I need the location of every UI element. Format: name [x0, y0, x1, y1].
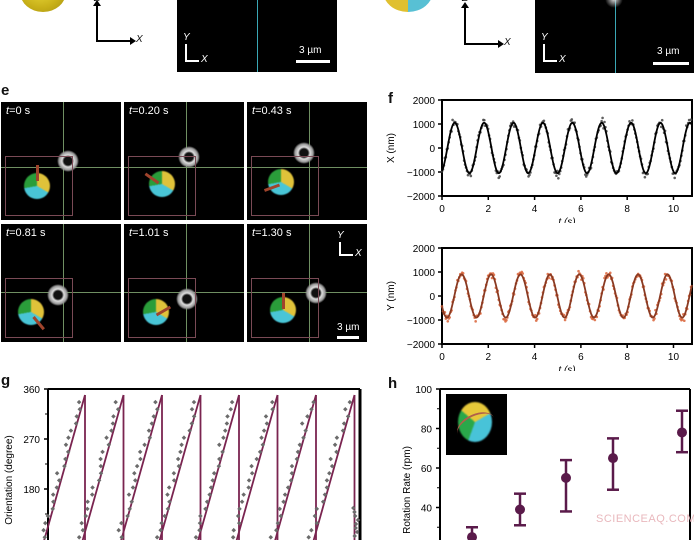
svg-text:4: 4 [532, 352, 538, 363]
svg-text:2000: 2000 [413, 244, 436, 255]
scale-bar [653, 62, 689, 65]
x-axis-label: X [504, 37, 511, 48]
panel-letter-g: g [1, 372, 11, 389]
svg-text:0: 0 [429, 292, 435, 303]
sphere-yellow [20, 0, 66, 12]
frame-0: t=0 s [1, 102, 121, 220]
scale-bar-label: 3 µm [337, 322, 360, 333]
svg-text:8: 8 [624, 204, 630, 215]
orientation-inset [128, 156, 196, 216]
particle-ring [293, 142, 315, 164]
svg-text:6: 6 [578, 352, 584, 363]
x-axis-label: X [136, 34, 143, 45]
frame-2: t=0.43 s [247, 102, 367, 220]
svg-text:t (s): t (s) [558, 217, 575, 223]
orientation-arrow-icon [282, 293, 285, 309]
svg-text:Y (nm): Y (nm) [386, 281, 397, 311]
yx-axes: Y X [541, 32, 566, 65]
panel-letter-e: e [1, 82, 10, 99]
svg-text:−2000: −2000 [407, 192, 436, 203]
particle-ring [57, 150, 79, 172]
panel-letter-f: f [388, 90, 393, 107]
particle-ring [47, 284, 69, 306]
frame-5: t=1.30 s Y X 3 µm [247, 224, 367, 342]
orientation-inset [5, 156, 73, 216]
svg-text:360: 360 [23, 385, 40, 396]
svg-text:Orientation (degree): Orientation (degree) [4, 435, 15, 525]
orientation-arrow-icon [36, 165, 39, 181]
svg-text:0: 0 [429, 144, 435, 155]
watermark: SCIENCEAQ.COM [596, 513, 694, 525]
frame-3: t=0.81 s [1, 224, 121, 342]
svg-text:270: 270 [23, 435, 40, 446]
svg-text:2: 2 [486, 204, 492, 215]
svg-text:10: 10 [668, 352, 680, 363]
scale-bar [337, 336, 359, 339]
yx-axes: Y X [183, 32, 208, 65]
janus-inset-image [446, 394, 507, 455]
svg-text:2000: 2000 [413, 96, 436, 107]
z-axis-label: Z [462, 0, 468, 4]
orientation-inset [251, 156, 319, 216]
particle-ring [305, 282, 327, 304]
particle-ring [176, 288, 198, 310]
yx-axes: Y X [337, 230, 362, 259]
sphere-janus [383, 0, 433, 12]
svg-text:10: 10 [668, 204, 680, 215]
svg-text:0: 0 [439, 352, 445, 363]
svg-text:60: 60 [421, 464, 433, 475]
frame-1: t=0.20 s [124, 102, 244, 220]
svg-text:40: 40 [421, 504, 433, 515]
svg-text:1000: 1000 [413, 120, 436, 131]
z-axis-label: Z [94, 0, 100, 4]
svg-text:100: 100 [415, 385, 432, 396]
svg-text:80: 80 [421, 425, 433, 436]
svg-text:1000: 1000 [413, 268, 436, 279]
chart-orientation: 360 270 180 Orientation (degree) [4, 385, 362, 540]
particle-ring [178, 146, 200, 168]
frame-4: t=1.01 s [124, 224, 244, 342]
svg-text:t (s): t (s) [558, 365, 575, 371]
svg-text:0: 0 [439, 204, 445, 215]
scale-bar-label: 3 µm [657, 46, 680, 57]
chart-rotation-rate: 100 80 60 40 Rotation Rate (rpm) [402, 385, 691, 540]
svg-text:4: 4 [532, 204, 538, 215]
svg-text:X (nm): X (nm) [386, 133, 397, 163]
scale-bar-label: 3 µm [299, 45, 322, 56]
orientation-inset [128, 278, 196, 338]
svg-text:−1000: −1000 [407, 168, 436, 179]
axes-xz-right: Z X [461, 0, 524, 48]
orientation-inset [5, 278, 73, 338]
axes-xz-left: Z X [93, 0, 156, 46]
panel-letter-h: h [388, 375, 398, 392]
svg-text:−1000: −1000 [407, 316, 436, 327]
micrograph-top-left: Y X 3 µm [177, 0, 337, 72]
micrograph-top-right: Y X 3 µm [535, 0, 694, 73]
svg-text:180: 180 [23, 485, 40, 496]
svg-text:8: 8 [624, 352, 630, 363]
svg-text:Rotation Rate (rpm): Rotation Rate (rpm) [402, 446, 413, 534]
orientation-inset [251, 278, 319, 338]
svg-text:2: 2 [486, 352, 492, 363]
svg-text:6: 6 [578, 204, 584, 215]
scale-bar [296, 60, 330, 63]
svg-text:−2000: −2000 [407, 340, 436, 351]
